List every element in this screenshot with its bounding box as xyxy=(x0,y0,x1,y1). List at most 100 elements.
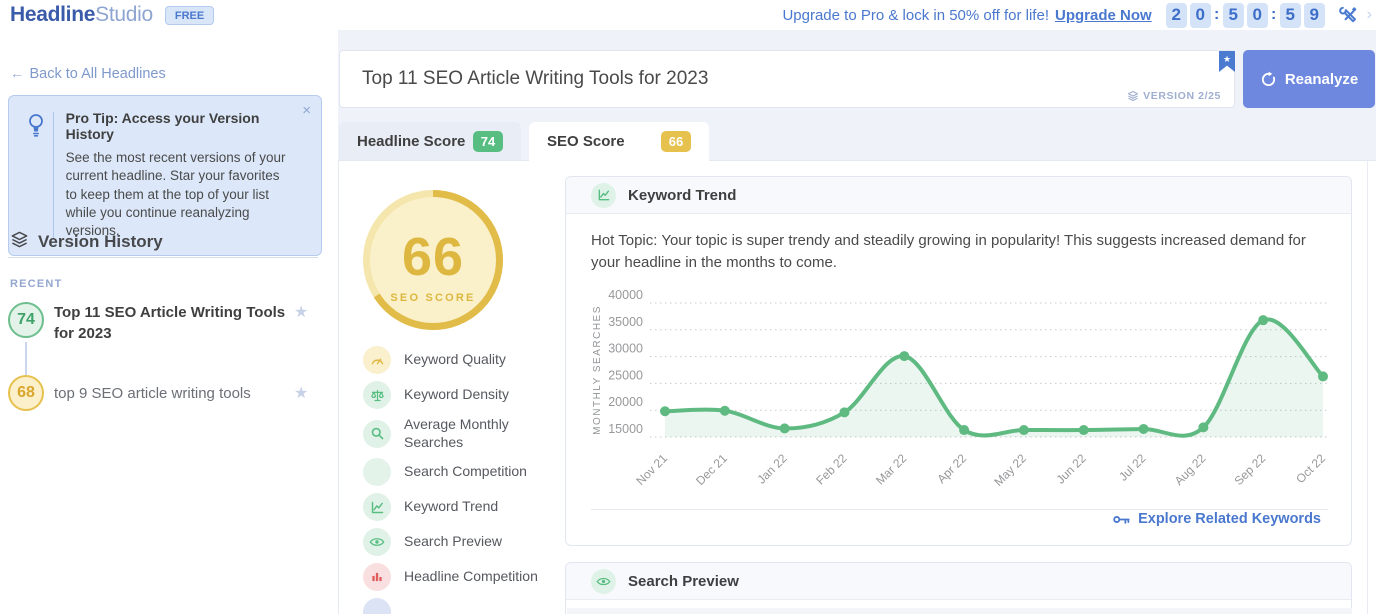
key-icon xyxy=(1113,515,1130,524)
bar-chart-icon xyxy=(363,563,391,591)
chart-point xyxy=(1078,425,1089,436)
chart-point xyxy=(1018,425,1029,436)
seo-score-caption: SEO SCORE xyxy=(390,292,476,304)
scrollbar[interactable] xyxy=(1367,161,1368,614)
topbar-right: Upgrade to Pro & lock in 50% off for lif… xyxy=(782,2,1372,28)
y-tick-label: 30000 xyxy=(608,342,643,356)
upgrade-now-link[interactable]: Upgrade Now xyxy=(1054,6,1152,24)
chevron-right-icon: › xyxy=(1366,6,1372,23)
bookmark-star-icon[interactable]: ★ xyxy=(1219,51,1235,73)
y-tick-label: 20000 xyxy=(608,395,643,409)
seo-category-item[interactable]: Headline Competition xyxy=(363,563,553,591)
seo-category-item[interactable]: Search Preview xyxy=(363,528,553,556)
recent-section-label: RECENT xyxy=(10,278,63,290)
tab-seo-score[interactable]: SEO Score 66 xyxy=(529,122,709,161)
upgrade-promo-text: Upgrade to Pro & lock in 50% off for lif… xyxy=(782,6,1049,24)
chart-line-icon xyxy=(591,182,616,208)
blank-icon xyxy=(363,458,391,486)
y-tick-label: 25000 xyxy=(608,368,643,382)
search-preview-card: Search Preview xyxy=(565,562,1352,614)
y-tick-label: 40000 xyxy=(608,288,643,302)
timer-colon: : xyxy=(1271,6,1277,23)
timer-digit: 2 xyxy=(1165,2,1187,28)
app-logo: Headline Studio FREE xyxy=(10,3,215,27)
divider xyxy=(8,257,318,258)
x-tick-label: Feb 22 xyxy=(813,451,850,488)
seo-category-label: Keyword Quality xyxy=(404,351,506,368)
headline-input[interactable]: Top 11 SEO Article Writing Tools for 202… xyxy=(339,50,1235,108)
search-icon xyxy=(363,419,391,448)
reanalyze-button[interactable]: Reanalyze xyxy=(1243,50,1375,108)
blank-icon xyxy=(363,598,391,614)
version-title: Top 11 SEO Article Writing Tools for 202… xyxy=(54,304,286,342)
seo-category-list: Keyword Quality Keyword Density Average Mo… xyxy=(363,346,553,614)
version-item-previous[interactable]: 68 top 9 SEO article writing tools ★ xyxy=(8,375,322,411)
chart-point xyxy=(1258,315,1269,326)
x-tick-label: Apr 22 xyxy=(934,451,969,486)
x-tick-label: Nov 21 xyxy=(633,451,670,488)
x-tick-label: Jun 22 xyxy=(1053,451,1089,487)
y-axis-label: MONTHLY SEARCHES xyxy=(592,305,603,435)
timer-digit: 5 xyxy=(1279,2,1301,28)
divider xyxy=(52,112,54,239)
refresh-icon xyxy=(1261,71,1275,86)
timer-digit: 0 xyxy=(1189,2,1211,28)
free-plan-badge: FREE xyxy=(164,5,215,25)
star-icon[interactable]: ★ xyxy=(294,304,309,321)
close-icon[interactable]: × xyxy=(302,102,311,119)
tab-headline-score[interactable]: Headline Score 74 xyxy=(339,122,521,160)
chart-point xyxy=(660,406,670,417)
y-tick-label: 35000 xyxy=(608,315,643,329)
chart-area-fill xyxy=(665,319,1323,437)
chart-point xyxy=(839,407,850,418)
version-item-current[interactable]: 74 Top 11 SEO Article Writing Tools for … xyxy=(8,302,322,344)
x-tick-label: Sep 22 xyxy=(1232,451,1269,488)
seo-category-label: Average Monthly Searches xyxy=(404,416,509,450)
keyword-trend-chart: 15000 20000 25000 30000 35000 40000 MONTHLY SE… xyxy=(586,287,1341,492)
seo-category-item[interactable]: Keyword Trend xyxy=(363,493,553,521)
version-connector-line xyxy=(25,342,27,375)
back-to-headlines-link[interactable]: ← Back to All Headlines xyxy=(10,66,166,82)
logo-headline: Headline xyxy=(10,3,96,26)
version-score-badge: 74 xyxy=(8,302,44,338)
timer-colon: : xyxy=(1214,6,1220,23)
topbar: Headline Studio FREE Upgrade to Pro & loc… xyxy=(0,0,1376,30)
headline-text: Top 11 SEO Article Writing Tools for 202… xyxy=(362,68,709,89)
back-arrow-icon: ← xyxy=(10,66,25,82)
seo-category-item[interactable]: Search Competition xyxy=(363,458,553,486)
sidebar: ← Back to All Headlines Pro Tip: Access y… xyxy=(0,30,338,614)
seo-category-item[interactable] xyxy=(363,598,553,614)
star-icon[interactable]: ★ xyxy=(294,385,309,402)
seo-category-label: Keyword Trend xyxy=(404,498,499,515)
keyword-trend-chart-svg: 15000 20000 25000 30000 35000 40000 MONTHLY SE… xyxy=(592,288,1328,489)
x-tick-label: Jan 22 xyxy=(754,451,790,487)
svg-text:★: ★ xyxy=(1223,54,1231,64)
seo-category-label: Search Competition xyxy=(404,463,527,480)
search-preview-header: Search Preview xyxy=(566,563,1351,600)
scale-icon xyxy=(363,381,391,409)
search-preview-body xyxy=(567,608,1352,614)
seo-category-item[interactable]: Keyword Density xyxy=(363,381,553,409)
version-title: top 9 SEO article writing tools xyxy=(54,384,251,402)
eye-icon xyxy=(591,568,616,594)
y-tick-label: 15000 xyxy=(608,422,643,436)
chart-point xyxy=(899,351,910,362)
x-tick-label: Jul 22 xyxy=(1116,451,1149,484)
lightbulb-icon xyxy=(19,110,53,241)
explore-related-keywords-link[interactable]: Explore Related Keywords xyxy=(1113,511,1321,527)
logo-studio: Studio xyxy=(95,3,153,26)
eye-icon xyxy=(363,528,391,556)
version-history-title: Version History xyxy=(38,232,163,251)
version-history-heading: Version History xyxy=(10,230,163,254)
layers-icon xyxy=(1128,90,1139,102)
chart-point xyxy=(1198,422,1209,433)
timer-digit: 0 xyxy=(1246,2,1268,28)
chart-line-icon xyxy=(363,493,391,521)
seo-category-item[interactable]: Average Monthly Searches xyxy=(363,416,553,451)
version-score-badge: 68 xyxy=(8,375,44,411)
seo-category-item[interactable]: Keyword Quality xyxy=(363,346,553,374)
chart-point xyxy=(719,405,730,416)
x-tick-label: Dec 21 xyxy=(693,451,730,488)
pro-tip-title: Pro Tip: Access your Version History xyxy=(65,110,260,142)
